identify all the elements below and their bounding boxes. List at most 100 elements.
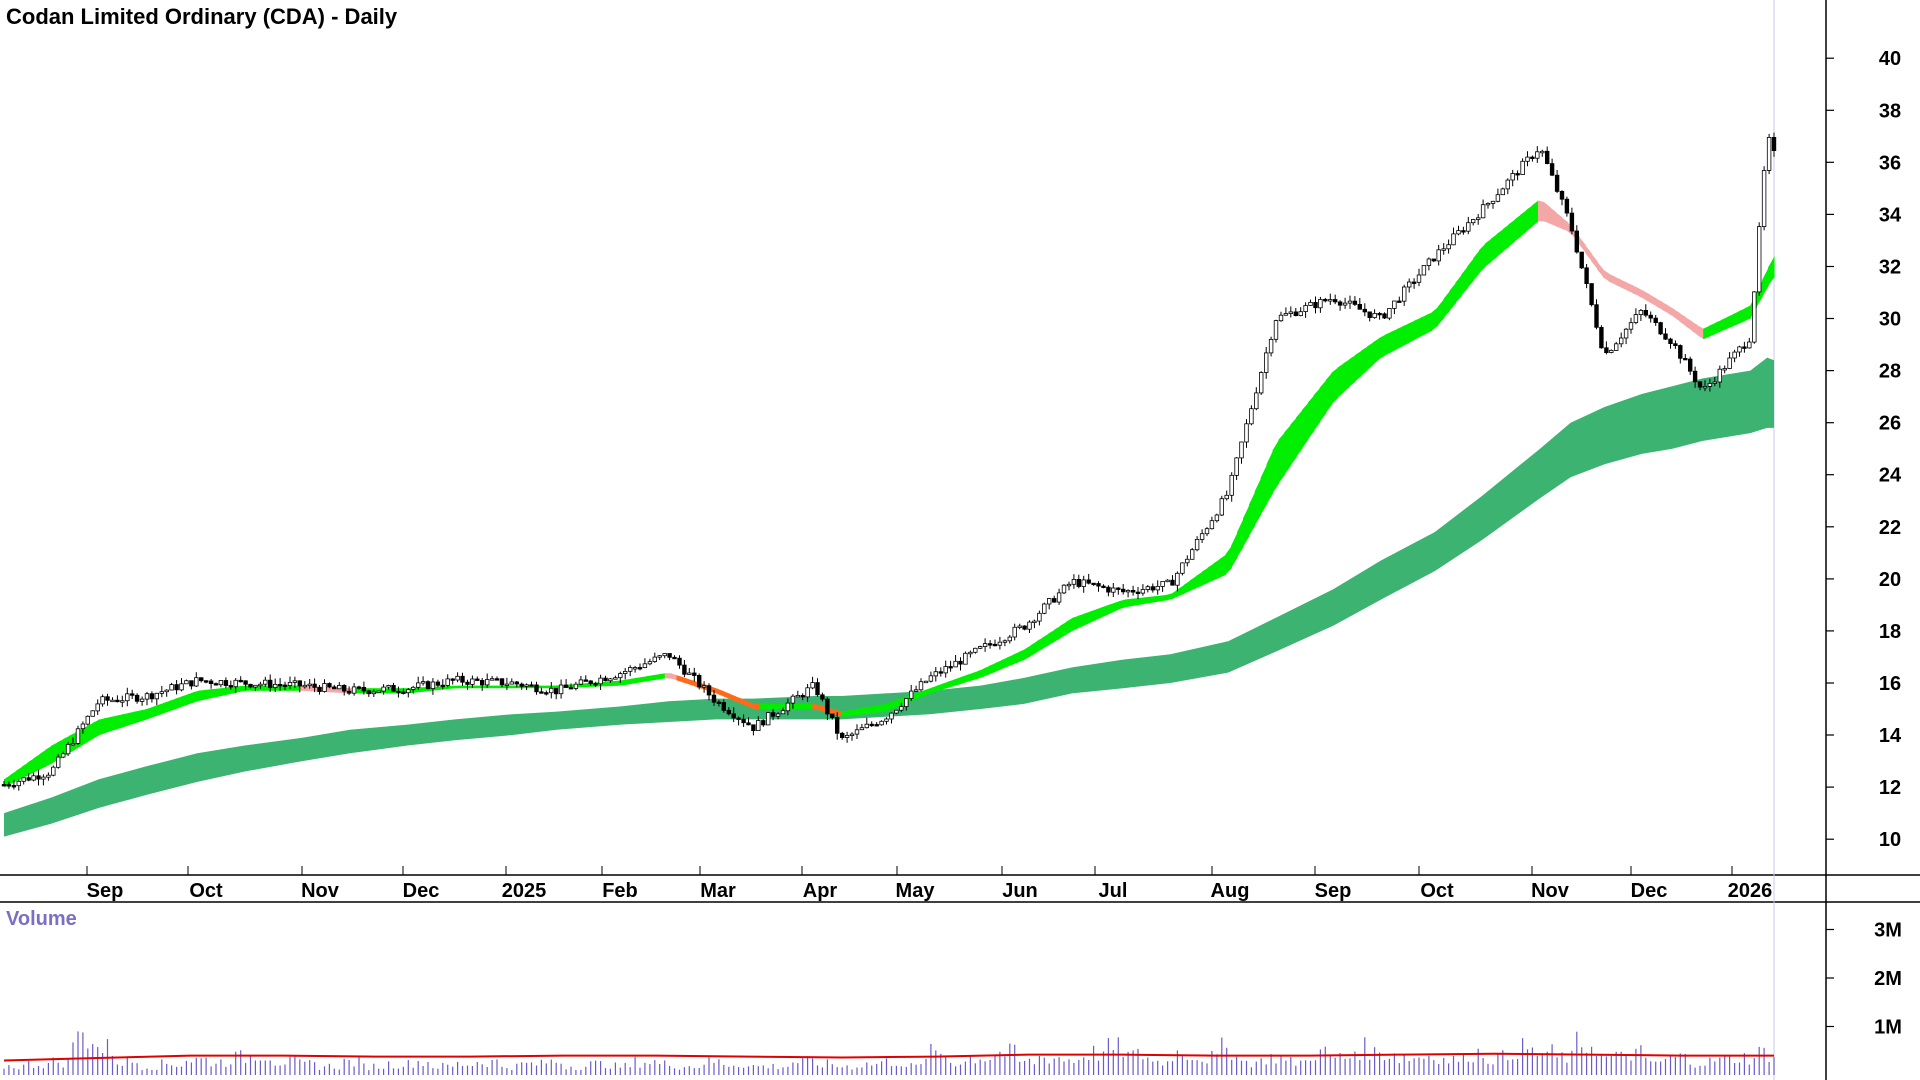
candle-body bbox=[1268, 338, 1274, 354]
candle-body bbox=[864, 723, 869, 729]
candle-body bbox=[682, 664, 687, 675]
candle-body bbox=[992, 643, 998, 647]
short-term-band-segment bbox=[80, 726, 88, 747]
short-term-band-segment bbox=[859, 707, 866, 715]
candle-body bbox=[494, 678, 500, 681]
candle-body bbox=[1259, 372, 1264, 394]
candle-body bbox=[371, 691, 376, 695]
candle-body bbox=[386, 685, 391, 688]
candle-body bbox=[869, 723, 874, 727]
short-term-band-segment bbox=[1709, 322, 1716, 337]
candle-body bbox=[267, 679, 273, 689]
candle-body bbox=[85, 715, 90, 725]
x-tick-label: Oct bbox=[189, 880, 223, 902]
short-term-band-segment bbox=[759, 703, 766, 709]
candle-body bbox=[381, 686, 386, 692]
candle-body bbox=[697, 675, 702, 688]
candle-body bbox=[894, 709, 899, 714]
volume-y-axis-ticks: 1M 2M 3M bbox=[1826, 920, 1902, 1039]
short-term-band-segment bbox=[924, 688, 931, 696]
short-term-band-segment bbox=[936, 683, 943, 692]
candle-body bbox=[70, 743, 76, 746]
candle-body bbox=[263, 679, 268, 685]
candle-body bbox=[465, 681, 470, 685]
candle-body bbox=[933, 671, 938, 677]
candle-body bbox=[159, 691, 164, 694]
short-term-band-segment bbox=[1337, 363, 1344, 398]
candle-body bbox=[327, 683, 332, 688]
short-term-band-segment bbox=[110, 715, 117, 732]
short-term-band-segment bbox=[1319, 380, 1327, 422]
short-term-band-segment bbox=[1402, 323, 1409, 347]
short-term-band-segment bbox=[1066, 618, 1073, 635]
candle-body bbox=[913, 689, 919, 692]
short-term-band-segment bbox=[1455, 274, 1462, 304]
candle-body bbox=[849, 733, 855, 736]
candle-body bbox=[100, 696, 105, 705]
x-tick-label: Feb bbox=[602, 880, 638, 902]
short-term-band-segment bbox=[765, 703, 772, 709]
short-term-band-segment bbox=[1561, 217, 1569, 232]
short-term-band-segment bbox=[1148, 596, 1156, 604]
candle-body bbox=[973, 647, 978, 653]
candle-body bbox=[489, 678, 495, 681]
candle-body bbox=[1697, 381, 1703, 388]
short-term-band-segment bbox=[1089, 609, 1097, 623]
candle-body bbox=[1476, 217, 1481, 220]
candle-body bbox=[174, 684, 179, 691]
short-term-band-segment bbox=[1378, 334, 1386, 360]
x-tick-label: May bbox=[896, 880, 936, 902]
candle-body bbox=[1658, 322, 1663, 335]
short-term-band-segment bbox=[847, 709, 855, 717]
candle-body bbox=[563, 684, 569, 688]
candle-body bbox=[218, 680, 224, 686]
candle-body bbox=[1017, 625, 1022, 628]
candle-body bbox=[1, 784, 7, 787]
candle-body bbox=[504, 683, 510, 686]
candle-body bbox=[874, 724, 879, 727]
candle-body bbox=[1076, 579, 1081, 587]
short-term-band-segment bbox=[812, 703, 819, 711]
candle-body bbox=[435, 681, 441, 686]
candle-body bbox=[1130, 590, 1136, 593]
short-term-band-segment bbox=[1313, 387, 1321, 431]
candle-body bbox=[125, 693, 130, 702]
candle-body bbox=[149, 693, 155, 700]
candle-body bbox=[854, 729, 860, 735]
short-term-band-segment bbox=[1555, 212, 1563, 229]
candle-body bbox=[1431, 258, 1436, 262]
short-term-band-segment bbox=[806, 703, 813, 709]
candle-body bbox=[1185, 558, 1190, 564]
short-term-band-segment bbox=[92, 719, 99, 739]
short-term-band-segment bbox=[1673, 309, 1681, 322]
candle-body bbox=[223, 680, 229, 686]
candle-body bbox=[524, 684, 529, 687]
short-term-band-segment bbox=[1349, 355, 1356, 387]
short-term-band-segment bbox=[1355, 350, 1362, 382]
candle-body bbox=[406, 689, 411, 694]
candle-body bbox=[1293, 311, 1298, 316]
short-term-band-segment bbox=[676, 675, 684, 683]
short-term-band-segment bbox=[1420, 315, 1427, 337]
candle-body bbox=[194, 677, 199, 687]
candle-body bbox=[1737, 346, 1742, 353]
short-term-band-segment bbox=[1526, 205, 1533, 232]
candle-body bbox=[134, 694, 140, 702]
short-term-band-segment bbox=[1638, 288, 1645, 300]
candle-body bbox=[1209, 520, 1215, 530]
short-term-band-segment bbox=[204, 689, 212, 700]
candle-body bbox=[120, 700, 125, 703]
short-term-band-segment bbox=[1532, 200, 1539, 227]
short-term-band-segment bbox=[1697, 325, 1704, 340]
short-term-band-segment bbox=[1408, 320, 1415, 344]
short-term-band-segment bbox=[1225, 545, 1232, 575]
candle-body bbox=[1416, 274, 1422, 283]
short-term-band-segment bbox=[1248, 491, 1256, 536]
short-term-band-segment bbox=[198, 690, 206, 701]
short-term-band-segment bbox=[163, 700, 170, 714]
short-term-band-segment bbox=[1060, 621, 1067, 639]
candle-body bbox=[61, 753, 66, 758]
y-tick-label: 36 bbox=[1879, 152, 1901, 174]
candle-body bbox=[1091, 582, 1096, 586]
short-term-band-segment bbox=[1473, 250, 1480, 281]
